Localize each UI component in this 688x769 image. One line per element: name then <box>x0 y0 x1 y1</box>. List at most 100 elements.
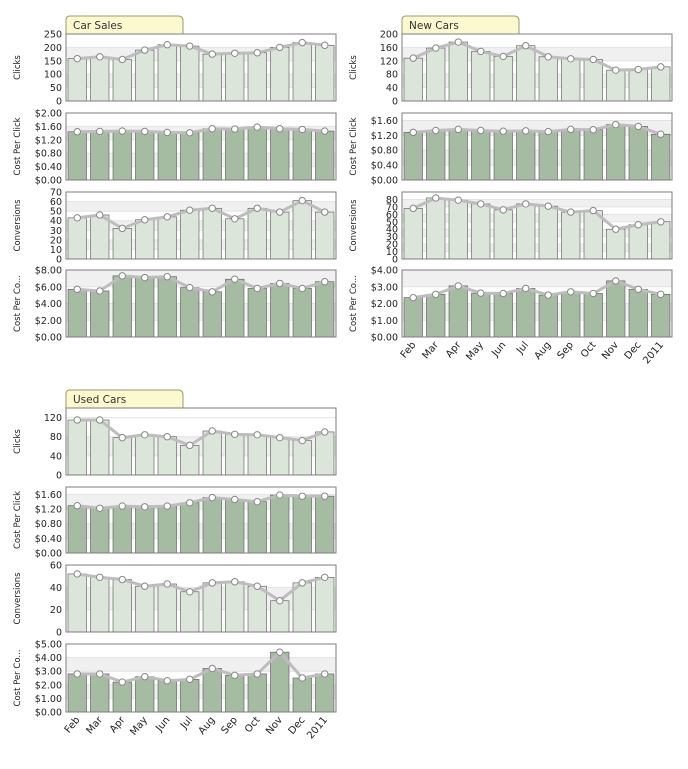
data-point-jul[interactable] <box>186 675 194 684</box>
data-point-jun[interactable] <box>499 289 507 298</box>
data-point-2011[interactable] <box>321 670 329 678</box>
bar-2011[interactable] <box>315 211 335 260</box>
data-point-mar[interactable] <box>432 126 440 135</box>
bar-mar[interactable] <box>90 576 110 633</box>
bar-apr[interactable] <box>448 41 468 102</box>
data-point-sep[interactable] <box>231 215 239 223</box>
bar-apr[interactable] <box>112 505 132 554</box>
data-point-dec[interactable] <box>298 674 306 682</box>
bar-jul[interactable] <box>180 45 200 102</box>
data-point-oct[interactable] <box>253 284 261 293</box>
data-point-apr[interactable] <box>454 38 462 46</box>
data-point-2011[interactable] <box>657 290 665 298</box>
bar-feb[interactable] <box>67 288 87 338</box>
bar-oct[interactable] <box>247 501 267 554</box>
data-point-aug[interactable] <box>208 579 216 587</box>
data-point-mar[interactable] <box>96 670 104 678</box>
bar-aug[interactable] <box>202 668 222 713</box>
data-point-feb[interactable] <box>409 128 417 137</box>
data-point-oct[interactable] <box>253 431 261 439</box>
bar-nov[interactable] <box>606 280 626 338</box>
data-point-feb[interactable] <box>73 214 81 222</box>
data-point-may[interactable] <box>141 46 149 54</box>
data-point-jul[interactable] <box>186 588 194 596</box>
data-point-aug[interactable] <box>208 664 216 673</box>
data-point-sep[interactable] <box>231 125 239 133</box>
bar-aug[interactable] <box>202 430 222 476</box>
bar-nov[interactable] <box>606 228 626 260</box>
data-point-nov[interactable] <box>276 433 284 442</box>
bar-apr[interactable] <box>112 228 132 260</box>
bar-nov[interactable] <box>270 283 290 338</box>
bar-aug[interactable] <box>202 291 222 338</box>
data-point-nov[interactable] <box>612 66 620 74</box>
bar-sep[interactable] <box>225 581 245 633</box>
bar-jun[interactable] <box>157 505 177 554</box>
bar-may[interactable] <box>135 131 155 181</box>
bar-sep[interactable] <box>225 218 245 260</box>
bar-2011[interactable] <box>651 133 671 181</box>
bar-oct[interactable] <box>247 288 267 338</box>
data-point-aug[interactable] <box>208 204 216 212</box>
data-point-jun[interactable] <box>163 677 171 685</box>
data-point-2011[interactable] <box>321 41 329 49</box>
data-point-dec[interactable] <box>298 436 306 445</box>
bar-apr[interactable] <box>112 437 132 476</box>
data-point-2011[interactable] <box>321 573 329 581</box>
data-point-jul[interactable] <box>522 200 530 208</box>
data-point-nov[interactable] <box>276 43 284 52</box>
data-point-sep[interactable] <box>231 49 239 57</box>
data-point-jul[interactable] <box>522 42 530 50</box>
data-point-nov[interactable] <box>276 648 284 656</box>
bar-jun[interactable] <box>157 216 177 260</box>
data-point-aug[interactable] <box>544 291 552 299</box>
bar-jul[interactable] <box>516 203 536 260</box>
data-point-feb[interactable] <box>73 570 81 578</box>
bar-2011[interactable] <box>315 431 335 476</box>
bar-apr[interactable] <box>112 579 132 633</box>
data-point-jul[interactable] <box>186 499 194 507</box>
bar-dec[interactable] <box>628 288 648 338</box>
bar-oct[interactable] <box>583 59 603 102</box>
bar-jul[interactable] <box>180 209 200 260</box>
data-point-feb[interactable] <box>73 416 81 424</box>
data-point-may[interactable] <box>141 672 149 681</box>
bar-2011[interactable] <box>315 576 335 633</box>
data-point-may[interactable] <box>141 273 149 282</box>
bar-nov[interactable] <box>270 494 290 554</box>
data-point-jun[interactable] <box>163 580 171 588</box>
data-point-may[interactable] <box>141 582 149 590</box>
bar-feb[interactable] <box>67 505 87 554</box>
bar-2011[interactable] <box>651 221 671 260</box>
bar-sep[interactable] <box>225 128 245 181</box>
bar-jun[interactable] <box>493 293 513 338</box>
data-point-aug[interactable] <box>544 53 552 61</box>
bar-sep[interactable] <box>561 211 581 260</box>
bar-may[interactable] <box>471 203 491 260</box>
bar-may[interactable] <box>135 676 155 713</box>
data-point-dec[interactable] <box>298 579 306 587</box>
bar-apr[interactable] <box>448 129 468 181</box>
bar-aug[interactable] <box>538 294 558 338</box>
data-point-mar[interactable] <box>432 194 440 202</box>
bar-may[interactable] <box>135 49 155 102</box>
data-point-dec[interactable] <box>298 492 306 500</box>
data-point-sep[interactable] <box>231 671 239 679</box>
bar-dec[interactable] <box>292 495 312 554</box>
data-point-feb[interactable] <box>73 670 81 678</box>
data-point-aug[interactable] <box>208 493 216 502</box>
bar-may[interactable] <box>471 292 491 338</box>
data-point-jul[interactable] <box>186 129 194 137</box>
bar-feb[interactable] <box>403 57 423 102</box>
data-point-may[interactable] <box>141 431 149 439</box>
bar-may[interactable] <box>135 506 155 554</box>
data-point-2011[interactable] <box>321 127 329 135</box>
data-point-nov[interactable] <box>276 125 284 133</box>
data-point-feb[interactable] <box>73 128 81 136</box>
data-point-sep[interactable] <box>567 208 575 216</box>
bar-jul[interactable] <box>180 502 200 554</box>
data-point-apr[interactable] <box>118 433 126 442</box>
bar-sep[interactable] <box>225 499 245 554</box>
bar-nov[interactable] <box>270 437 290 476</box>
bar-mar[interactable] <box>90 290 110 338</box>
